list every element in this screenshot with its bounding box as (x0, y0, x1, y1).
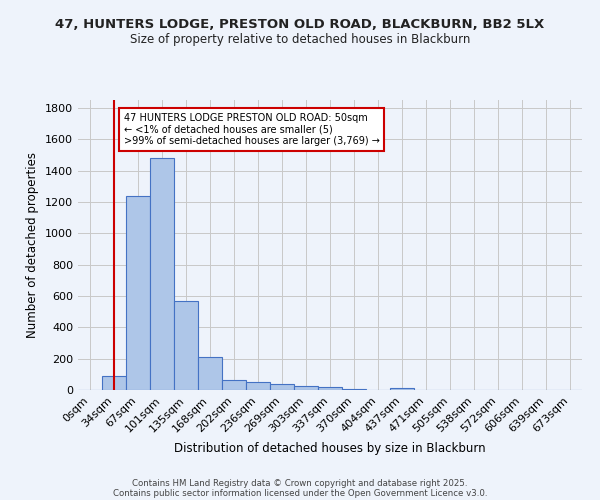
Bar (222, 380, 246, 390)
Bar (342, 388, 366, 390)
Text: Size of property relative to detached houses in Blackburn: Size of property relative to detached ho… (130, 32, 470, 46)
Bar (174, 302, 198, 390)
Bar (198, 357, 222, 390)
Text: Contains public sector information licensed under the Open Government Licence v3: Contains public sector information licen… (113, 488, 487, 498)
Bar (102, 376, 126, 390)
Bar (246, 382, 270, 390)
Text: 47 HUNTERS LODGE PRESTON OLD ROAD: 50sqm
← <1% of detached houses are smaller (5: 47 HUNTERS LODGE PRESTON OLD ROAD: 50sqm… (124, 112, 379, 146)
Text: 47, HUNTERS LODGE, PRESTON OLD ROAD, BLACKBURN, BB2 5LX: 47, HUNTERS LODGE, PRESTON OLD ROAD, BLA… (55, 18, 545, 30)
Bar (150, 158, 174, 390)
Bar (390, 388, 414, 390)
Bar (126, 196, 150, 390)
Bar (270, 384, 294, 390)
Y-axis label: Number of detached properties: Number of detached properties (26, 152, 40, 338)
Bar (294, 386, 318, 390)
X-axis label: Distribution of detached houses by size in Blackburn: Distribution of detached houses by size … (174, 442, 486, 455)
Bar (318, 387, 342, 390)
Text: Contains HM Land Registry data © Crown copyright and database right 2025.: Contains HM Land Registry data © Crown c… (132, 478, 468, 488)
